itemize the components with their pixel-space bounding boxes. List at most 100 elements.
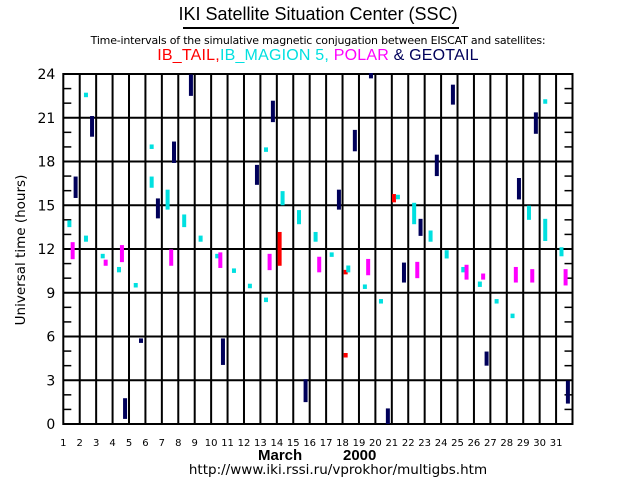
x-tick-label: 2 [77, 438, 83, 449]
y-tick-label: 9 [46, 286, 55, 302]
interval-geotail [401, 262, 406, 283]
x-axis-year: 2000 [343, 447, 377, 464]
interval-polar [267, 253, 272, 271]
x-tick-label: 19 [353, 438, 366, 449]
x-tick-label: 29 [517, 438, 530, 449]
interval-ib-tail [391, 194, 396, 203]
x-tick-label: 3 [93, 438, 99, 449]
interval-ib-magion-5 [494, 299, 499, 304]
interval-geotail [336, 189, 341, 210]
interval-ib-magion-5 [198, 235, 203, 242]
interval-polar [530, 269, 535, 283]
interval-ib-magion-5 [100, 253, 105, 259]
interval-geotail [73, 176, 78, 198]
x-tick-label: 17 [320, 438, 333, 449]
y-tick-label: 24 [37, 67, 55, 83]
interval-ib-magion-5 [83, 235, 88, 242]
interval-geotail [450, 84, 455, 105]
interval-ib-magion-5 [412, 202, 417, 225]
interval-ib-magion-5 [477, 281, 482, 287]
y-tick-label: 18 [37, 155, 55, 171]
x-axis: 1 2 3 4 5 6 7 8 9 10 11 12 13 14 15 16 17 18 19 20 21 22 23 24 2… [60, 438, 562, 449]
interval-geotail [385, 408, 390, 424]
interval-polar [103, 259, 108, 266]
legend-polar: POLAR [333, 47, 389, 64]
x-tick-label: 20 [369, 438, 382, 449]
x-tick-label: 7 [159, 438, 165, 449]
interval-ib-magion-5 [329, 252, 334, 257]
chart-subtitle: Time-intervals of the simulative magneti… [90, 34, 546, 47]
interval-ib-magion-5 [67, 220, 72, 228]
interval-ib-magion-5 [526, 205, 531, 220]
interval-ib-magion-5 [362, 284, 367, 289]
interval-polar [415, 261, 420, 279]
x-tick-label: 5 [126, 438, 132, 449]
interval-ib-magion-5 [215, 253, 220, 259]
interval-ib-tail [277, 231, 282, 266]
x-tick-label: 24 [435, 438, 448, 449]
data-marks [67, 73, 570, 424]
interval-geotail [123, 398, 128, 419]
interval-ib-magion-5 [313, 231, 318, 242]
x-tick-label: 6 [142, 438, 148, 449]
interval-polar [513, 266, 518, 283]
interval-geotail [254, 164, 259, 185]
y-tick-label: 0 [46, 417, 55, 433]
interval-ib-magion-5 [182, 214, 187, 228]
x-tick-label: 27 [484, 438, 497, 449]
interval-ib-magion-5 [247, 283, 252, 289]
interval-ib-magion-5 [149, 176, 154, 188]
y-tick-label: 12 [37, 242, 55, 258]
y-tick-label: 21 [37, 111, 55, 127]
x-tick-label: 21 [385, 438, 398, 449]
interval-polar [70, 242, 75, 260]
interval-geotail [172, 141, 177, 163]
page-title: IKI Satellite Situation Center (SSC) [178, 4, 458, 24]
legend-ampersand: & [393, 47, 405, 64]
x-tick-label: 11 [221, 438, 234, 449]
interval-ib-magion-5 [559, 247, 564, 257]
legend-ib-tail: IB_TAIL, [157, 47, 220, 64]
interval-ib-magion-5 [395, 194, 400, 200]
interval-geotail [138, 338, 143, 343]
x-tick-label: 13 [254, 438, 267, 449]
interval-geotail [352, 129, 357, 152]
interval-ib-magion-5 [280, 191, 285, 206]
interval-ib-magion-5 [346, 265, 351, 273]
x-tick-label: 25 [451, 438, 464, 449]
x-tick-label: 15 [287, 438, 300, 449]
interval-geotail [270, 100, 275, 123]
interval-geotail [303, 379, 308, 403]
x-tick-label: 1 [60, 438, 66, 449]
interval-geotail [90, 116, 95, 137]
interval-ib-tail [343, 353, 348, 358]
interval-geotail [220, 338, 225, 365]
interval-polar [481, 273, 486, 280]
interval-ib-magion-5 [133, 283, 138, 288]
interval-geotail [533, 112, 538, 134]
interval-polar [119, 245, 124, 263]
x-tick-label: 28 [500, 438, 513, 449]
interval-ib-magion-5 [510, 313, 515, 319]
interval-polar [218, 252, 223, 268]
interval-ib-magion-5 [543, 99, 548, 104]
y-axis-label: Universal time (hours) [13, 175, 29, 326]
x-tick-label: 9 [192, 438, 198, 449]
x-tick-label: 10 [205, 438, 218, 449]
x-tick-label: 22 [402, 438, 415, 449]
interval-ib-magion-5 [428, 230, 433, 242]
x-axis-month: March [258, 447, 303, 464]
interval-ib-magion-5 [83, 92, 88, 98]
y-tick-label: 6 [46, 330, 55, 346]
interval-ib-magion-5 [165, 189, 170, 210]
grid [62, 73, 574, 425]
interval-ib-magion-5 [461, 266, 466, 273]
interval-geotail [434, 154, 439, 177]
interval-ib-magion-5 [263, 147, 268, 152]
interval-geotail [368, 73, 373, 79]
interval-geotail [565, 380, 570, 404]
interval-polar [366, 258, 371, 276]
interval-geotail [484, 351, 489, 366]
interval-geotail [418, 218, 423, 236]
x-tick-label: 30 [533, 438, 546, 449]
